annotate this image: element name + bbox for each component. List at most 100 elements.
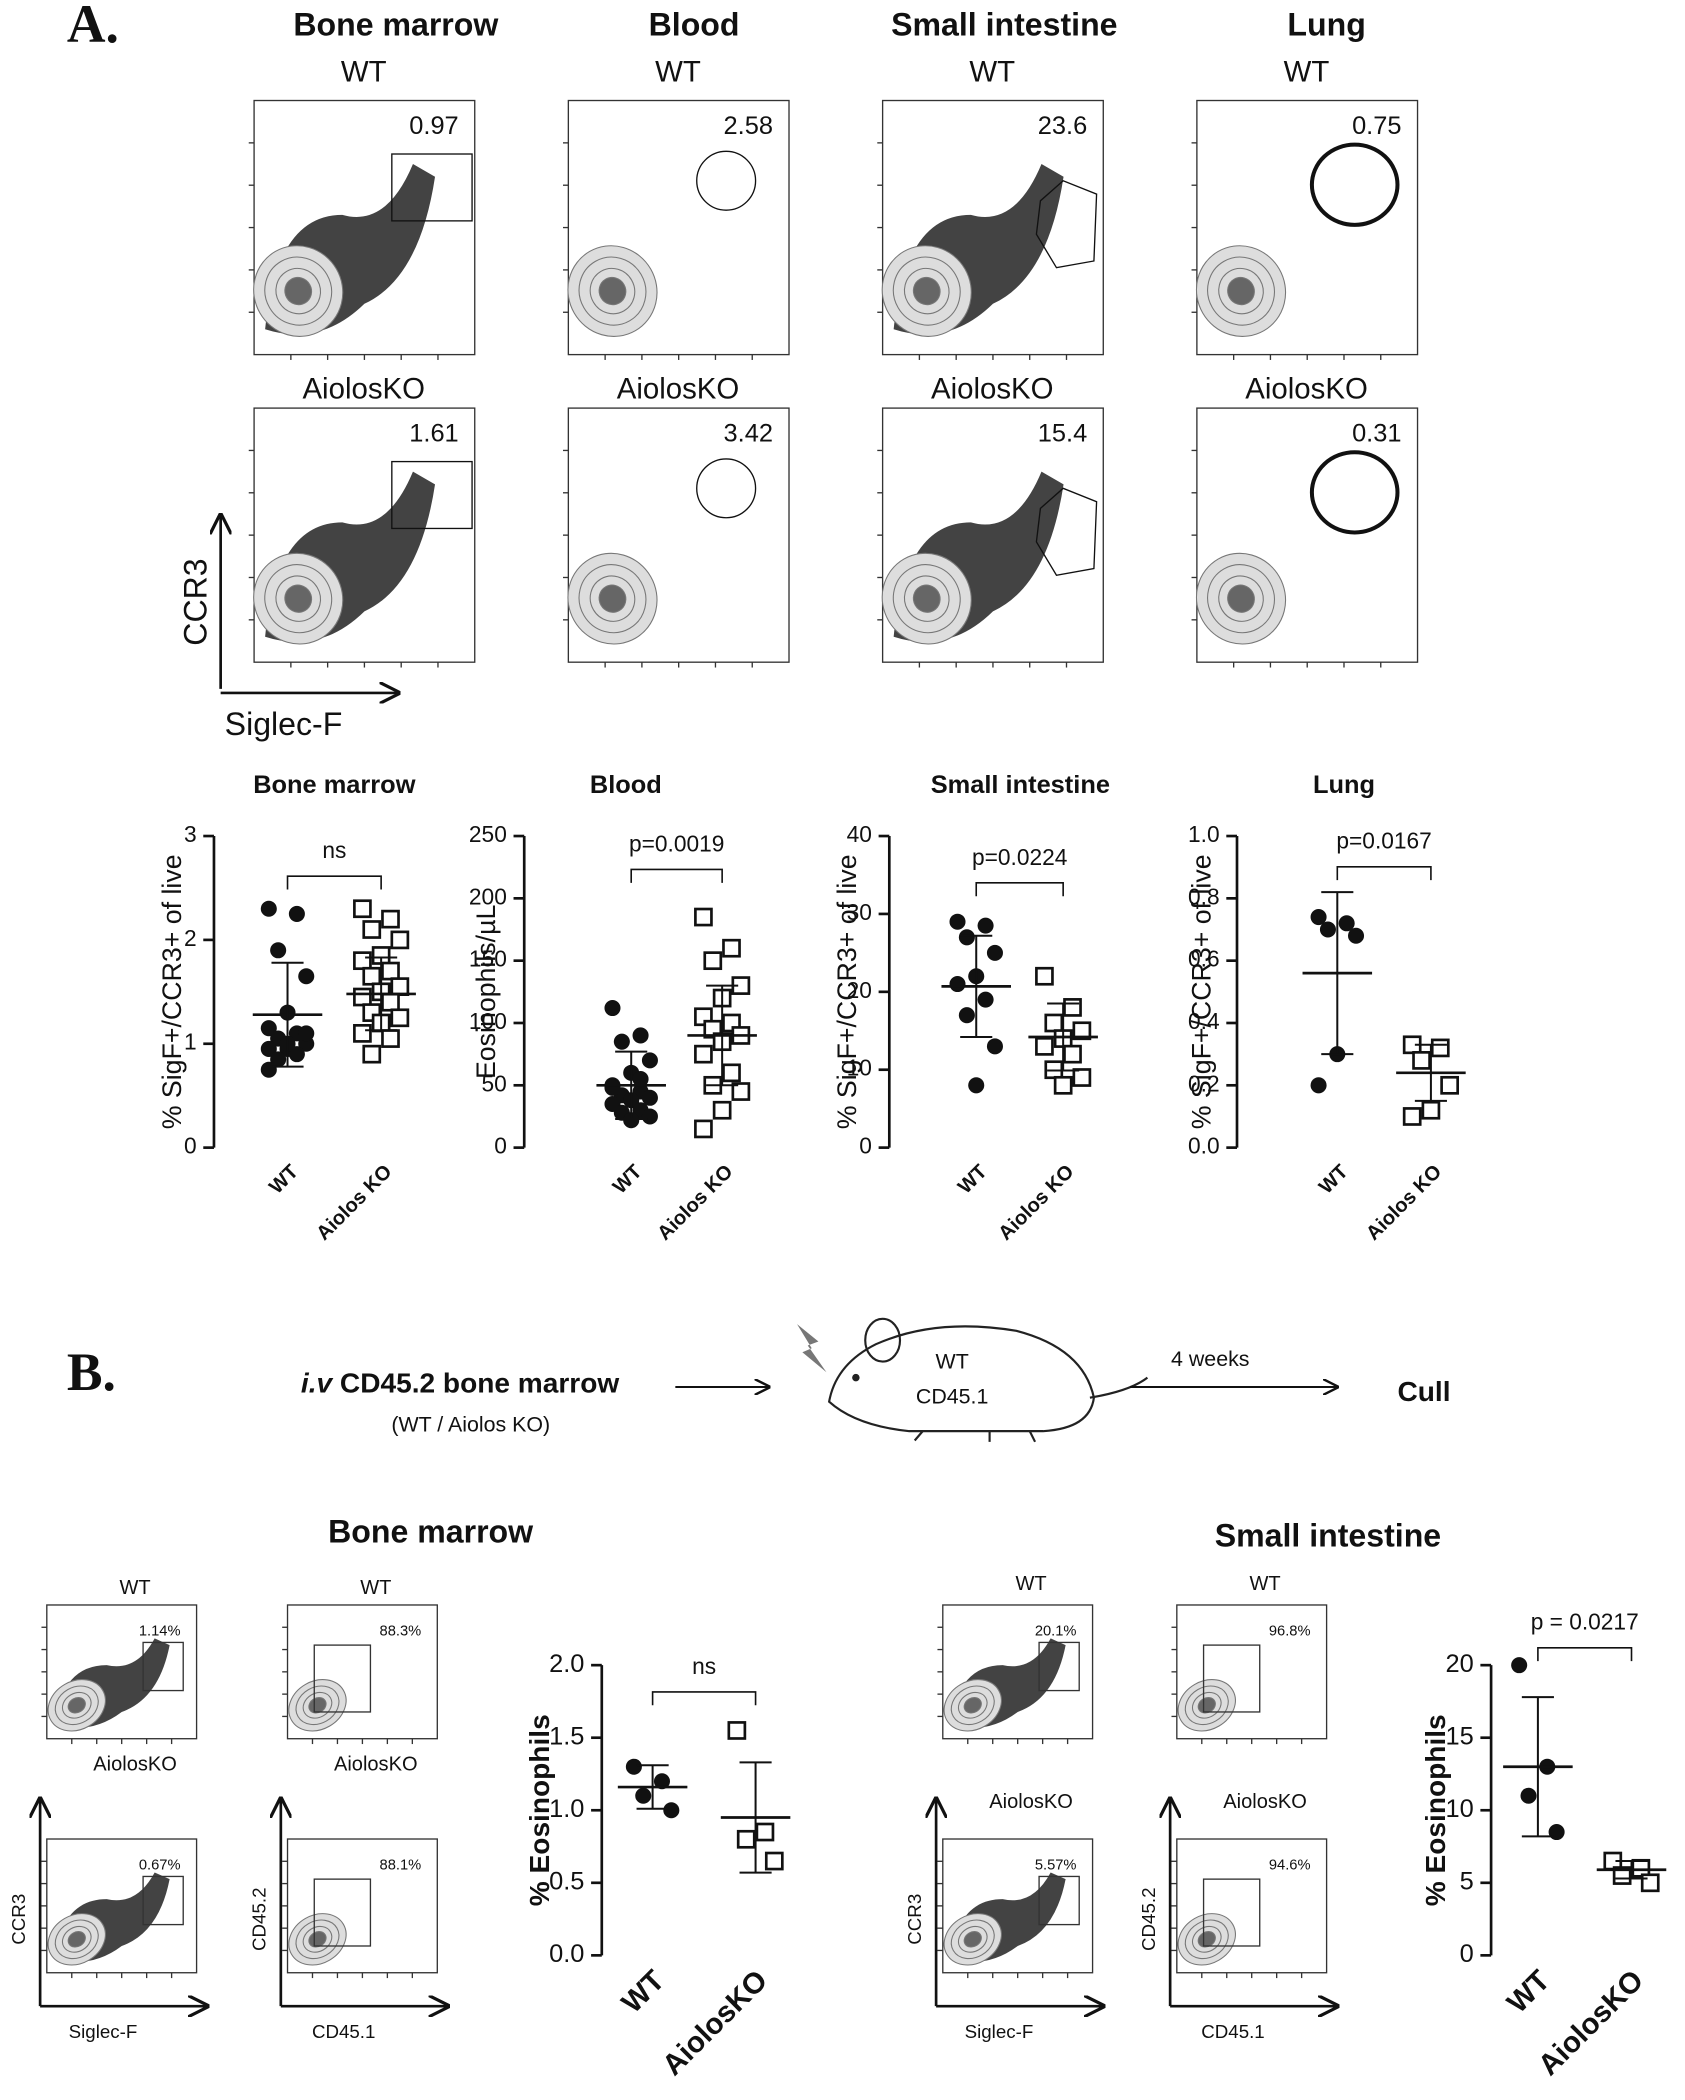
data-point xyxy=(1348,927,1365,944)
data-point xyxy=(1072,1068,1092,1087)
data-point xyxy=(1035,1036,1054,1056)
gate-value: 96.8% xyxy=(1269,1624,1311,1640)
mouse-icon xyxy=(827,1317,1149,1443)
gate xyxy=(1038,1875,1080,1926)
gate xyxy=(313,1878,372,1947)
data-point xyxy=(623,1112,640,1129)
gate-value: 0.97 xyxy=(409,112,458,140)
y-tick-label: 0.2 xyxy=(1188,1070,1220,1096)
y-axis-label: % Eosinophils xyxy=(524,1714,555,1906)
x-tick-label: Aiolos KO xyxy=(994,1161,1078,1245)
row-label: WT xyxy=(1250,1573,1281,1595)
y-tick-label: 2 xyxy=(184,925,197,951)
y-tick-label: 0 xyxy=(859,1133,872,1159)
data-point xyxy=(694,907,713,927)
y-tick-label: 1.5 xyxy=(549,1722,584,1750)
data-point xyxy=(381,992,400,1012)
data-point xyxy=(968,1077,985,1094)
data-point xyxy=(625,1758,642,1775)
row-label: WT xyxy=(1015,1573,1046,1595)
data-point xyxy=(1520,1787,1537,1804)
gate-value: 0.75 xyxy=(1352,112,1401,140)
gate xyxy=(1202,1644,1261,1713)
data-point xyxy=(390,977,410,996)
data-point xyxy=(1402,1107,1422,1126)
data-point xyxy=(1319,921,1336,938)
data-point xyxy=(613,1033,630,1050)
row-label: AiolosKO xyxy=(989,1791,1073,1813)
x-tick-label: WT xyxy=(615,1964,671,2020)
y-tick-label: 20 xyxy=(847,977,872,1003)
significance-label: p=0.0224 xyxy=(972,844,1067,870)
data-point xyxy=(1440,1075,1459,1095)
data-point xyxy=(260,1040,277,1057)
gate-value: 94.6% xyxy=(1269,1858,1311,1874)
row-label: WT xyxy=(969,56,1015,89)
y-tick-label: 10 xyxy=(847,1055,872,1081)
flow-contour xyxy=(284,276,313,306)
data-point xyxy=(353,899,372,919)
data-point xyxy=(270,1051,287,1068)
data-point xyxy=(653,1773,670,1790)
data-point xyxy=(641,1089,658,1106)
x-axis-label: Siglec-F xyxy=(69,2021,138,2042)
x-axis-label: CD45.1 xyxy=(312,2021,375,2042)
data-point xyxy=(977,917,994,934)
flow-contour xyxy=(1227,584,1255,613)
data-point xyxy=(694,1044,713,1064)
significance-bracket xyxy=(1336,865,1432,881)
data-point xyxy=(1412,1051,1431,1070)
data-point xyxy=(1063,1044,1082,1064)
row-label: AiolosKO xyxy=(93,1754,177,1776)
y-tick-label: 0 xyxy=(184,1133,197,1159)
x-tick-label: AiolosKO xyxy=(656,1964,774,2082)
data-point xyxy=(362,966,382,986)
flow-contour xyxy=(67,1931,86,1948)
y-tick-label: 0.0 xyxy=(1188,1133,1220,1159)
tissue-title: Lung xyxy=(1287,6,1365,42)
data-point xyxy=(949,976,966,993)
flow-contour xyxy=(963,1931,982,1948)
gate xyxy=(1309,142,1400,227)
y-axis-label: CCR3 xyxy=(8,1894,29,1945)
gate-value: 20.1% xyxy=(1035,1624,1077,1640)
row-label: WT xyxy=(360,1577,391,1599)
gate-value: 23.6 xyxy=(1038,112,1087,140)
y-tick-label: 0.0 xyxy=(549,1940,584,1968)
data-point xyxy=(1338,915,1355,932)
flow-contour xyxy=(598,584,627,613)
flow-contour xyxy=(284,584,313,613)
gate xyxy=(142,1875,184,1926)
data-point xyxy=(362,920,382,939)
tissue-title: Bone marrow xyxy=(293,6,499,42)
y-tick-label: 2.0 xyxy=(549,1650,584,1678)
x-axis-label: Siglec-F xyxy=(225,706,343,742)
y-tick-label: 0 xyxy=(494,1133,507,1159)
gate xyxy=(1035,487,1098,576)
x-tick-label: WT xyxy=(265,1160,303,1198)
y-tick-label: 1.0 xyxy=(1188,821,1220,847)
row-label: AiolosKO xyxy=(334,1754,418,1776)
gate-value: 2.58 xyxy=(724,112,773,140)
data-point xyxy=(641,1052,658,1069)
significance-label: ns xyxy=(322,837,346,863)
y-axis-label: % Eosinophils xyxy=(1420,1714,1451,1906)
tissue-title: Blood xyxy=(649,6,740,42)
y-tick-label: 250 xyxy=(469,821,507,847)
data-point xyxy=(632,1071,649,1088)
data-point xyxy=(949,913,966,930)
mouse-label: CD45.1 xyxy=(916,1384,988,1408)
data-point xyxy=(1430,1038,1450,1058)
y-tick-label: 0.6 xyxy=(1188,946,1220,972)
y-tick-label: 0.8 xyxy=(1188,883,1220,909)
data-point xyxy=(260,900,277,917)
x-tick-label: WT xyxy=(954,1160,992,1198)
data-point xyxy=(635,1787,652,1804)
row-label: AiolosKO xyxy=(931,372,1054,405)
data-point xyxy=(353,987,372,1007)
data-point xyxy=(958,929,975,946)
y-axis-label: % SigF+/CCR3+ of live xyxy=(832,854,862,1129)
y-tick-label: 150 xyxy=(469,946,507,972)
data-point xyxy=(1511,1657,1528,1674)
y-tick-label: 20 xyxy=(1445,1650,1473,1678)
